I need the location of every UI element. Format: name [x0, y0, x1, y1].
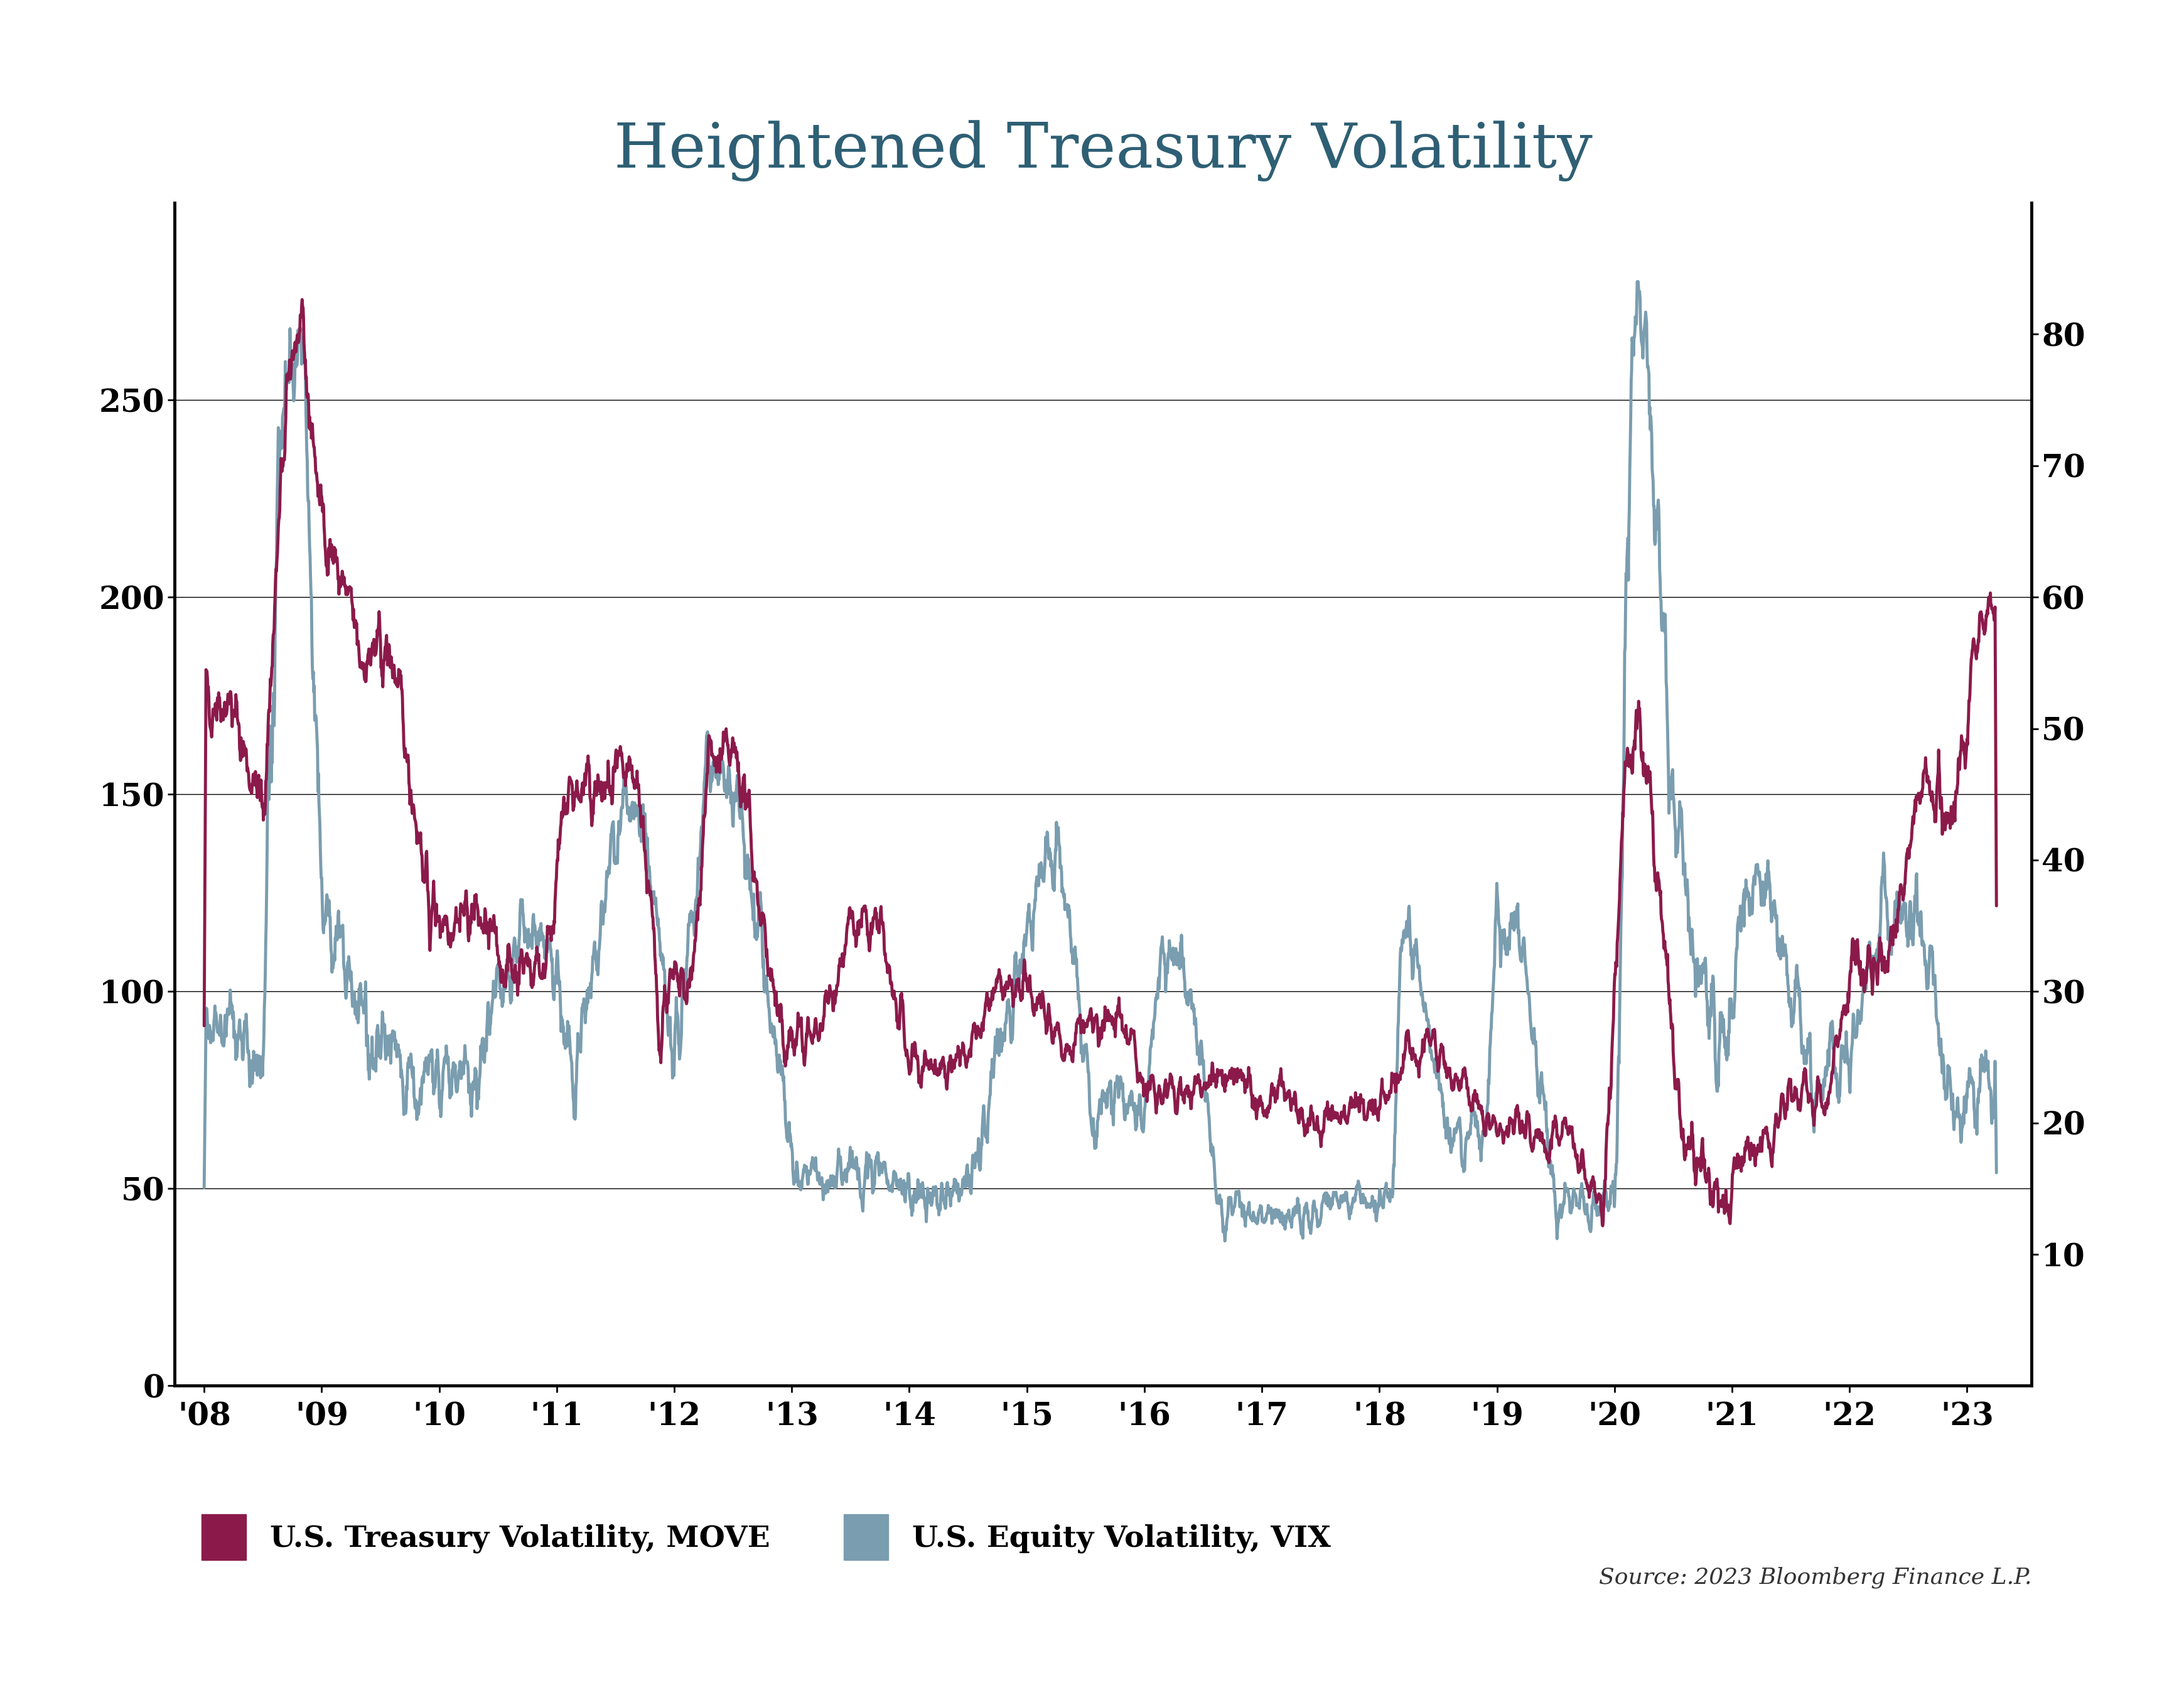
Legend: U.S. Treasury Volatility, MOVE, U.S. Equity Volatility, VIX: U.S. Treasury Volatility, MOVE, U.S. Equ…	[190, 1502, 1343, 1572]
Text: Source: 2023 Bloomberg Finance L.P.: Source: 2023 Bloomberg Finance L.P.	[1599, 1567, 2031, 1589]
Title: Heightened Treasury Volatility: Heightened Treasury Volatility	[614, 120, 1592, 183]
